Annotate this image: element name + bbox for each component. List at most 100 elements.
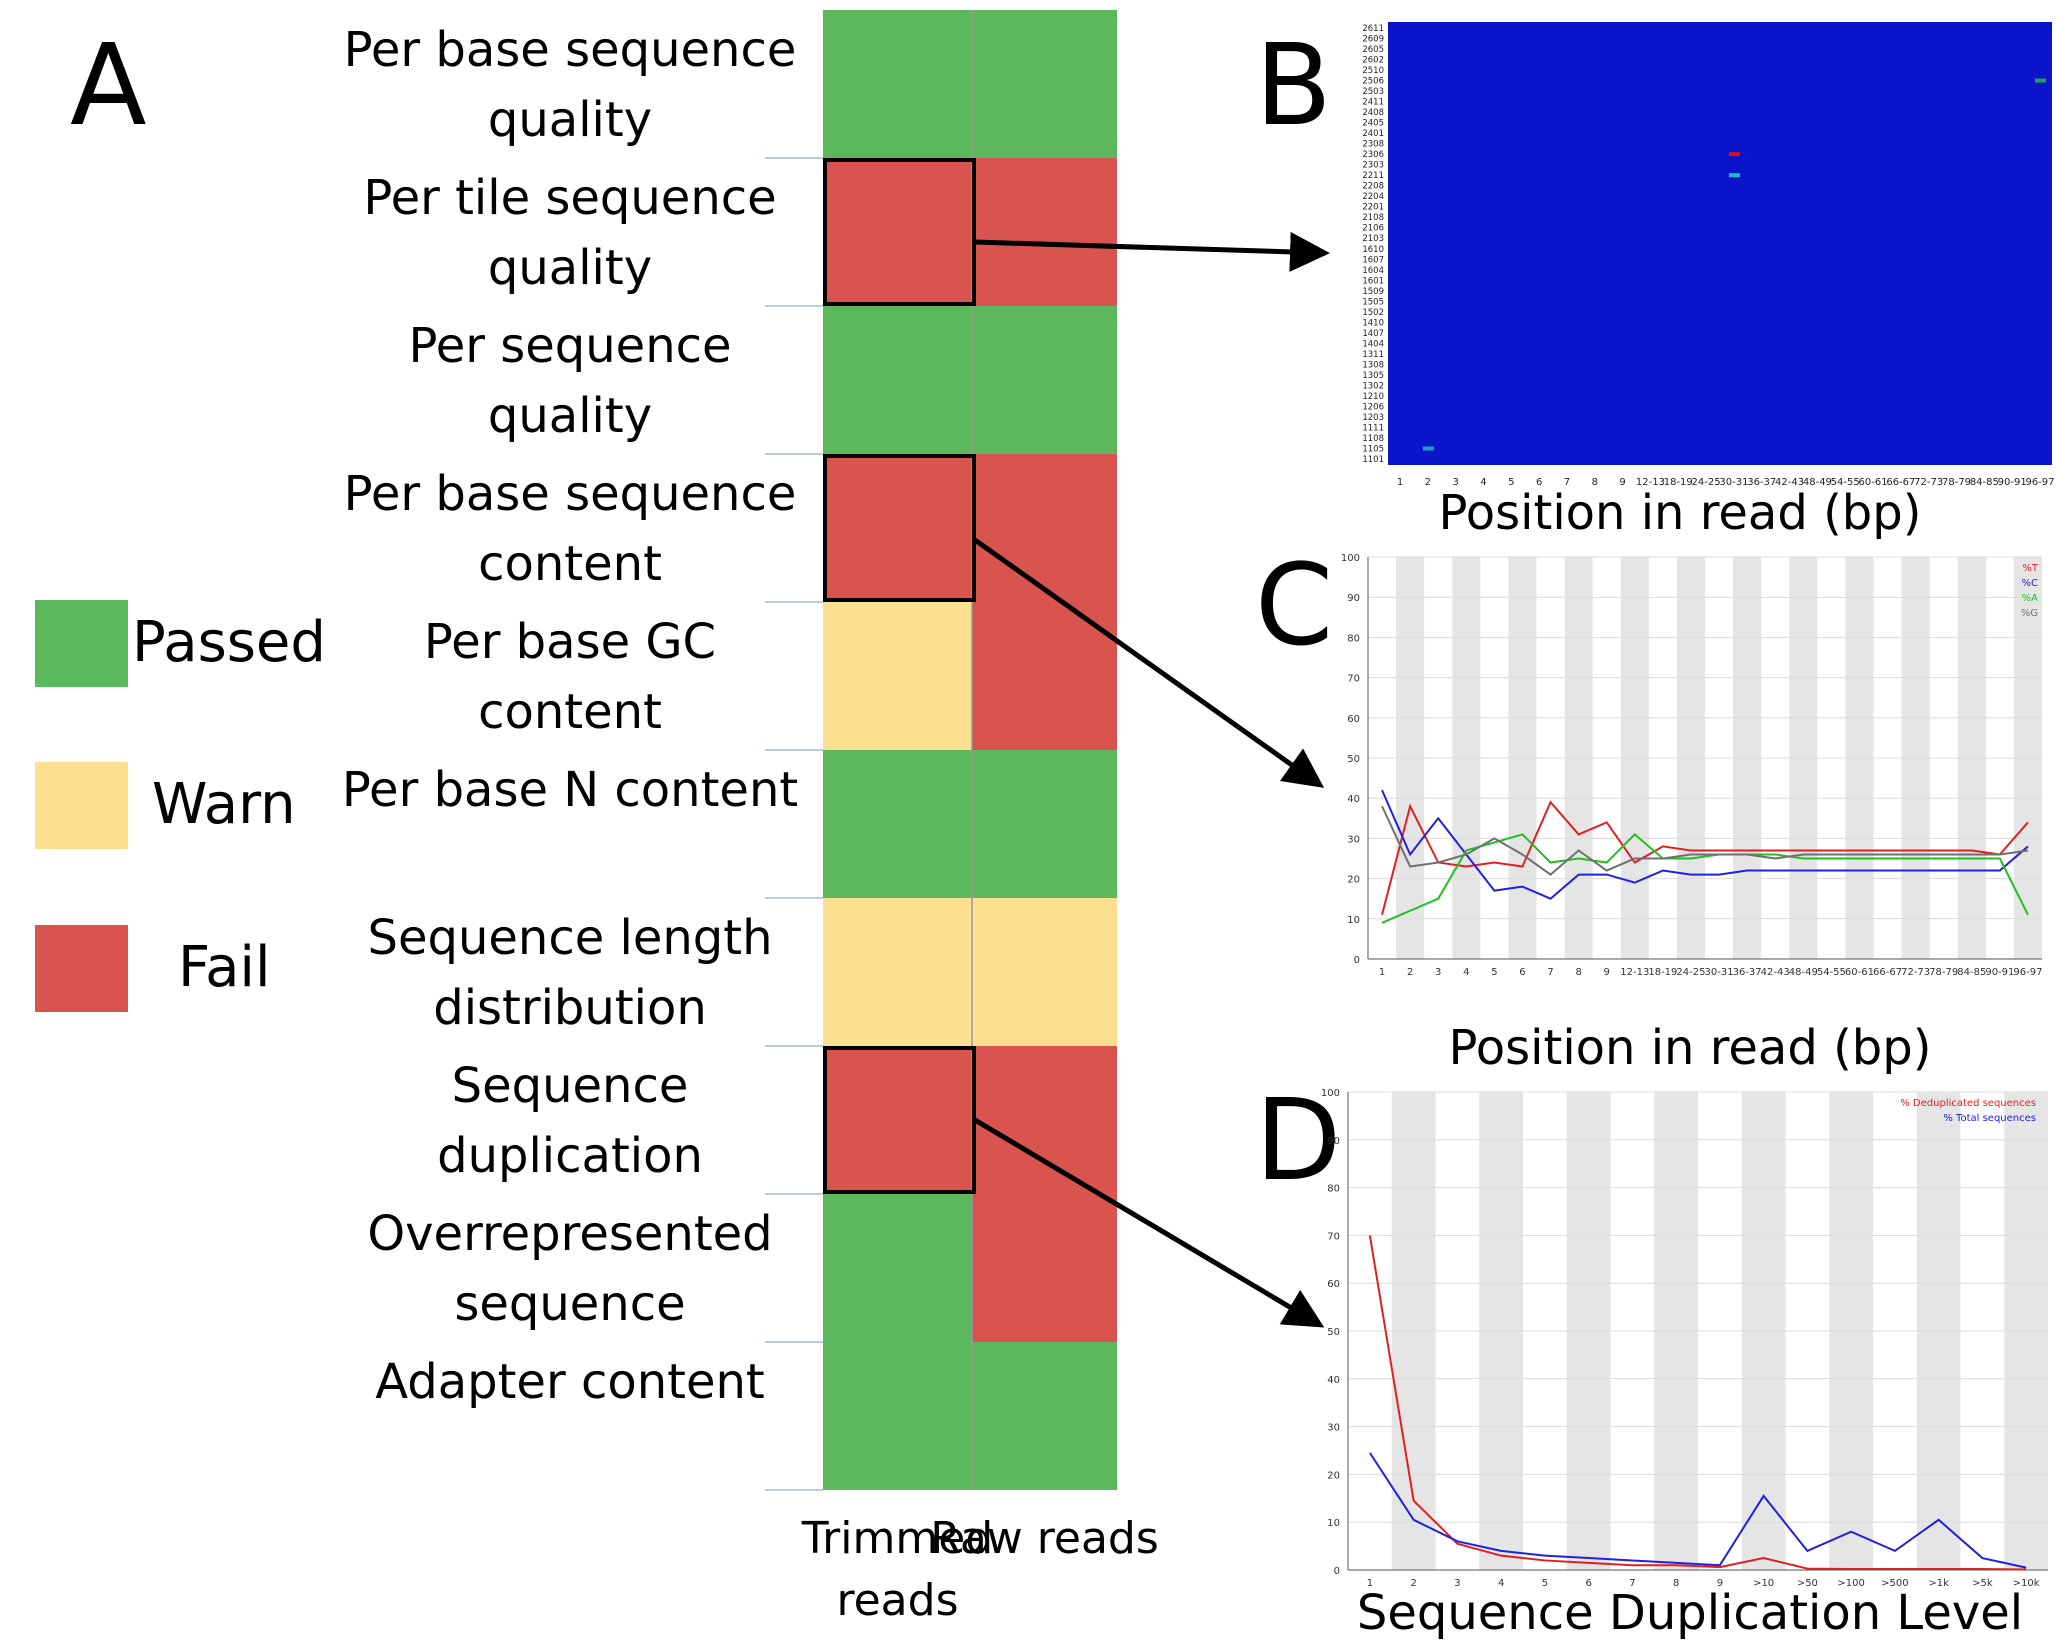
y-tick-label: 2408 — [1362, 108, 1384, 118]
per-base-content-chart: 0 10 20 30 40 50 60 70 80 90 100 1 2 3 4 5 6 7 8 9 12-13 18-1… — [1341, 553, 2043, 978]
y-tick-label: 1509 — [1362, 287, 1384, 297]
x-tick-label: 18-19 — [1664, 477, 1693, 488]
x-tick-label: 8 — [1575, 967, 1581, 978]
x-tick-label: 1 — [1379, 967, 1385, 978]
x-tick-label: 8 — [1673, 1578, 1679, 1589]
x-tick-label: 2 — [1407, 967, 1413, 978]
cell-trimmed — [823, 602, 972, 750]
y-tick-label: 70 — [1327, 1231, 1340, 1242]
series-line — [1381, 800, 2029, 916]
highlight-box — [823, 1046, 976, 1194]
x-tick-label: 30-31 — [1705, 967, 1734, 978]
legend-entry: %G — [2021, 608, 2038, 619]
series-line — [1369, 1452, 2027, 1569]
series-line — [1368, 1235, 2027, 1571]
cell-trimmed — [823, 1194, 972, 1342]
x-tick-label: 1 — [1367, 1578, 1373, 1589]
row-label: Sequence length distribution — [367, 910, 773, 1036]
x-tick-label: 8 — [1592, 477, 1598, 488]
y-tick-label: 0 — [1354, 955, 1360, 966]
y-tick-label: 2211 — [1362, 171, 1384, 181]
x-tick-label: 84-85 — [1970, 477, 1999, 488]
x-tick-label: 84-85 — [1957, 967, 1986, 978]
row-label: Per base GC content — [423, 614, 717, 740]
x-tick-label: 12-13 — [1636, 477, 1665, 488]
x-tick-label: 7 — [1564, 477, 1570, 488]
y-tick-label: 30 — [1327, 1423, 1340, 1434]
y-tick-label: 1601 — [1362, 276, 1384, 286]
y-tick-label: 2405 — [1362, 119, 1384, 129]
row-label: Per tile sequence quality — [363, 170, 777, 296]
per-tile-quality-heatmap: 2611260926052602251025062503241124082405… — [1362, 22, 2055, 488]
x-tick-label: 9 — [1604, 967, 1610, 978]
x-tick-label: 96-97 — [2025, 477, 2054, 488]
legend-label-passed: Passed — [132, 610, 326, 675]
connector-arrow — [974, 231, 1330, 272]
panel-c-letter: C — [1255, 541, 1334, 671]
y-tick-label: 20 — [1347, 875, 1360, 886]
y-tick-label: 1101 — [1362, 455, 1384, 465]
y-tick-label: 2510 — [1362, 66, 1384, 76]
row-label: Overrepresented sequence — [367, 1206, 773, 1332]
x-tick-label: 5 — [1542, 1578, 1548, 1589]
panel-b-x-axis-title: Position in read (bp) — [1438, 485, 1922, 541]
highlight-box — [823, 454, 976, 602]
x-tick-label: 3 — [1435, 967, 1441, 978]
panel-b-letter: B — [1255, 21, 1332, 151]
y-tick-label: 2201 — [1362, 203, 1384, 213]
x-tick-label: 9 — [1619, 477, 1625, 488]
x-tick-label: 4 — [1498, 1578, 1504, 1589]
x-tick-label: 6 — [1519, 967, 1525, 978]
legend-label-warn: Warn — [152, 772, 296, 837]
series-line — [1381, 833, 2029, 924]
x-tick-label: 1 — [1397, 477, 1403, 488]
y-tick-label: 90 — [1327, 1136, 1340, 1147]
cell-trimmed — [823, 158, 972, 306]
y-tick-label: 40 — [1327, 1375, 1340, 1386]
cell-trimmed — [823, 750, 972, 898]
y-tick-label: 1105 — [1362, 444, 1384, 454]
x-tick-label: 54-55 — [1817, 967, 1846, 978]
y-tick-label: 2602 — [1362, 56, 1384, 66]
x-tick-label: >50 — [1797, 1578, 1818, 1589]
x-tick-label: >500 — [1881, 1578, 1908, 1589]
cell-raw — [972, 1194, 1117, 1342]
y-tick-label: 1311 — [1362, 350, 1384, 360]
x-tick-label: 7 — [1629, 1578, 1635, 1589]
y-tick-label: 2506 — [1362, 77, 1384, 87]
x-tick-label: 42-43 — [1775, 477, 1804, 488]
legend-entry: %A — [2022, 593, 2039, 604]
y-tick-label: 2609 — [1362, 35, 1384, 45]
y-tick-label: 1210 — [1362, 392, 1384, 402]
y-tick-label: 20 — [1327, 1470, 1340, 1481]
y-tick-label: 60 — [1327, 1279, 1340, 1290]
x-tick-label: 3 — [1452, 477, 1458, 488]
cell-raw — [972, 306, 1117, 454]
y-tick-label: 60 — [1347, 714, 1360, 725]
x-tick-label: 4 — [1463, 967, 1469, 978]
y-tick-label: 10 — [1347, 915, 1360, 926]
y-tick-label: 1308 — [1362, 360, 1384, 370]
y-tick-label: 2204 — [1362, 192, 1384, 202]
y-tick-label: 1410 — [1362, 318, 1384, 328]
x-tick-label: 6 — [1585, 1578, 1591, 1589]
y-tick-label: 2106 — [1362, 224, 1384, 234]
legend-label-fail: Fail — [178, 935, 271, 1000]
x-tick-label: 18-19 — [1648, 967, 1677, 978]
x-tick-label: 78-79 — [1942, 477, 1971, 488]
cell-trimmed — [823, 1046, 972, 1194]
legend-swatch-fail — [35, 925, 128, 1012]
panel-c-x-axis-title: Position in read (bp) — [1448, 1020, 1932, 1076]
x-tick-label: 24-25 — [1676, 967, 1705, 978]
x-tick-label: 78-79 — [1929, 967, 1958, 978]
y-tick-label: 90 — [1347, 593, 1360, 604]
row-label: Adapter content — [375, 1354, 765, 1410]
cell-raw — [972, 750, 1117, 898]
cell-raw — [972, 1342, 1117, 1490]
y-tick-label: 2103 — [1362, 234, 1384, 244]
x-tick-label: 48-49 — [1789, 967, 1818, 978]
heatmap-hotspot — [1422, 446, 1434, 451]
cell-raw — [972, 10, 1117, 158]
y-tick-label: 2303 — [1362, 161, 1384, 171]
y-tick-label: 2308 — [1362, 140, 1384, 150]
